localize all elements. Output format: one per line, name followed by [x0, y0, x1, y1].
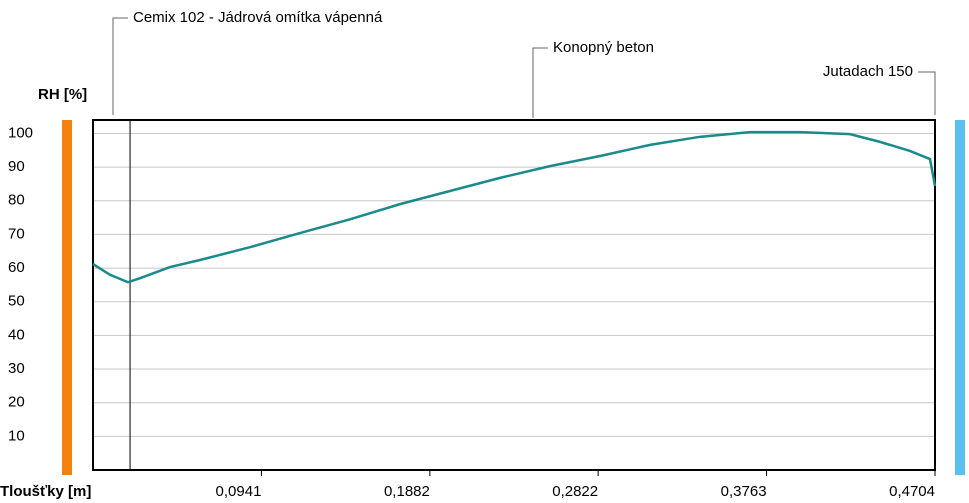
- y-tick-label: 70: [8, 225, 25, 242]
- y-tick-label: 50: [8, 293, 25, 310]
- y-tick-label: 80: [8, 192, 25, 209]
- plot-area: [93, 120, 935, 470]
- leader: [112, 17, 128, 115]
- leader: [532, 47, 548, 118]
- x-tick-label: 0,1882: [384, 483, 430, 500]
- x-tick-label: 0,4704: [889, 483, 935, 500]
- annotation: Jutadach 150: [823, 63, 913, 80]
- leader: [918, 71, 936, 115]
- exterior-bar: [955, 120, 965, 475]
- y-tick-label: 20: [8, 394, 25, 411]
- y-tick-label: 100: [8, 124, 33, 141]
- x-tick-label: 0,3763: [721, 483, 767, 500]
- x-tick-label: 0,2822: [552, 483, 598, 500]
- plot-frame: [92, 119, 936, 471]
- y-tick-label: 60: [8, 259, 25, 276]
- y-tick-label: 40: [8, 326, 25, 343]
- annotation: Cemix 102 - Jádrová omítka vápenná: [133, 9, 383, 26]
- y-tick-label: 10: [8, 427, 25, 444]
- y-tick-label: 90: [8, 158, 25, 175]
- y-tick-label: 30: [8, 360, 25, 377]
- interior-bar: [62, 120, 72, 475]
- x-axis-label: Tloušťky [m]: [0, 483, 91, 500]
- y-axis-label: RH [%]: [38, 86, 87, 103]
- x-tick-label: 0,0941: [216, 483, 262, 500]
- rh-line: [92, 130, 937, 284]
- annotation: Konopný beton: [553, 39, 654, 56]
